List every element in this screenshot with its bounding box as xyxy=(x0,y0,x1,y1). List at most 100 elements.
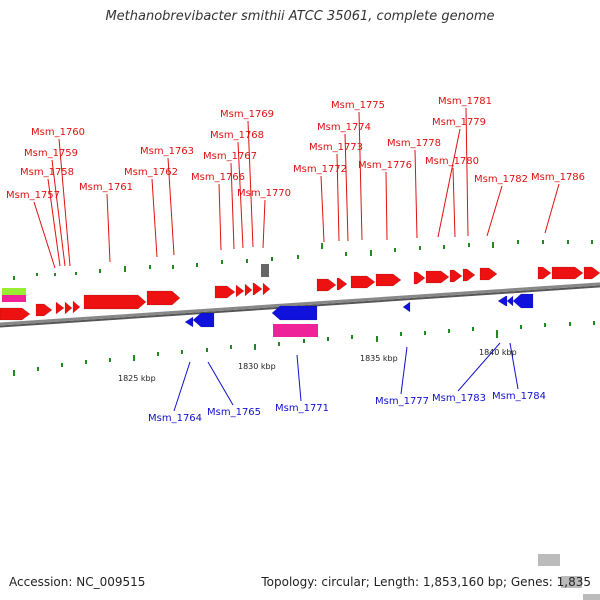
forward-gene-13 xyxy=(336,277,348,291)
scale-label-0: 1825 kbp xyxy=(118,374,156,383)
label-bottom-0: Msm_1764 xyxy=(148,413,202,424)
forward-gene-17 xyxy=(425,270,450,284)
leader-top-13 xyxy=(336,153,340,242)
label-top-6: Msm_1763 xyxy=(140,146,194,157)
forward-gene-9 xyxy=(244,283,253,297)
scale-label-3: 1840 kbp xyxy=(479,348,517,357)
label-top-11: Msm_1770 xyxy=(237,188,291,199)
leader-top-5 xyxy=(151,178,158,258)
forward-gene-23 xyxy=(583,266,600,280)
forward-gene-6 xyxy=(146,290,181,306)
leader-bottom-0 xyxy=(173,361,191,412)
label-leader-lines xyxy=(33,107,560,412)
gray-gene-2 xyxy=(583,594,600,600)
reverse-gene-2 xyxy=(271,305,318,321)
leader-top-14 xyxy=(344,133,349,242)
leader-top-2 xyxy=(51,159,66,267)
label-top-0: Msm_1757 xyxy=(6,190,60,201)
leader-top-0 xyxy=(33,201,56,269)
label-bottom-4: Msm_1783 xyxy=(432,393,486,404)
forward-gene-2 xyxy=(55,301,65,315)
label-top-9: Msm_1768 xyxy=(210,130,264,141)
forward-gene-16 xyxy=(413,271,426,285)
label-top-1: Msm_1758 xyxy=(20,167,74,178)
leader-top-17 xyxy=(414,149,418,239)
scale-ticks: 1825 kbp 1830 kbp 1835 kbp 1840 kbp xyxy=(13,240,595,383)
label-top-3: Msm_1760 xyxy=(31,127,85,138)
label-bottom-5: Msm_1784 xyxy=(492,391,546,402)
forward-gene-1 xyxy=(35,303,53,317)
leader-bottom-1 xyxy=(207,361,234,406)
leader-bottom-4 xyxy=(457,342,501,392)
label-top-5: Msm_1762 xyxy=(124,167,178,178)
label-bottom-3: Msm_1777 xyxy=(375,396,429,407)
leader-top-18 xyxy=(437,128,461,238)
gene-track xyxy=(0,264,600,600)
reverse-gene-1 xyxy=(192,312,215,328)
label-top-19: Msm_1780 xyxy=(425,156,479,167)
leader-top-1 xyxy=(47,178,61,267)
leader-top-8 xyxy=(230,162,235,250)
label-top-13: Msm_1773 xyxy=(309,142,363,153)
scale-label-1: 1830 kbp xyxy=(238,362,276,371)
forward-gene-19 xyxy=(462,268,476,282)
forward-gene-5 xyxy=(83,294,147,310)
forward-gene-3 xyxy=(64,301,73,315)
forward-gene-4 xyxy=(72,300,81,314)
label-bottom-2: Msm_1771 xyxy=(275,403,329,414)
label-top-7: Msm_1766 xyxy=(191,172,245,183)
leader-top-22 xyxy=(544,183,560,234)
gray-gene-1 xyxy=(561,576,582,588)
leader-top-11 xyxy=(262,199,266,249)
forward-gene-10 xyxy=(252,282,263,296)
gray-gene-0 xyxy=(538,554,560,566)
label-top-15: Msm_1775 xyxy=(331,100,385,111)
rna-pink-feature-2 xyxy=(273,324,318,337)
leader-top-15 xyxy=(358,111,363,241)
forward-gene-22 xyxy=(551,266,584,280)
forward-gene-11 xyxy=(262,282,271,296)
label-top-16: Msm_1776 xyxy=(358,160,412,171)
label-top-22: Msm_1786 xyxy=(531,172,585,183)
leader-bottom-2 xyxy=(296,354,302,402)
genome-title: Methanobrevibacter smithii ATCC 35061, c… xyxy=(105,9,495,24)
label-top-14: Msm_1774 xyxy=(317,122,371,133)
forward-gene-15 xyxy=(375,273,402,287)
reverse-gene-4 xyxy=(497,295,508,307)
leader-top-3 xyxy=(58,138,71,267)
leader-top-20 xyxy=(465,107,469,237)
rna-pink-feature xyxy=(2,295,26,302)
scale-label-2: 1835 kbp xyxy=(360,354,398,363)
genome-summary-text: Topology: circular; Length: 1,853,160 bp… xyxy=(261,575,591,589)
leader-top-10 xyxy=(247,120,254,248)
forward-gene-7 xyxy=(214,285,236,299)
label-top-2: Msm_1759 xyxy=(24,148,78,159)
forward-gene-20 xyxy=(479,267,498,281)
leader-top-7 xyxy=(218,183,222,251)
reverse-gene-3 xyxy=(402,301,411,313)
leader-bottom-5 xyxy=(509,342,519,390)
label-top-4: Msm_1761 xyxy=(79,182,133,193)
backbone-line xyxy=(0,282,600,326)
label-top-18: Msm_1779 xyxy=(432,117,486,128)
reverse-gene-6 xyxy=(512,293,534,309)
leader-top-12 xyxy=(320,175,325,243)
rna-green-feature xyxy=(2,288,26,295)
forward-gene-8 xyxy=(235,284,245,298)
leader-top-21 xyxy=(486,185,503,237)
leader-top-4 xyxy=(106,193,111,263)
leader-top-19 xyxy=(452,167,456,238)
leader-top-9 xyxy=(237,141,244,249)
label-top-12: Msm_1772 xyxy=(293,164,347,175)
forward-gene-21 xyxy=(537,266,552,280)
leader-bottom-3 xyxy=(400,346,408,395)
forward-gene-18 xyxy=(449,269,463,283)
label-top-17: Msm_1778 xyxy=(387,138,441,149)
accession-text: Accession: NC_009515 xyxy=(9,575,146,589)
dark-gray-gene xyxy=(261,264,269,277)
label-top-21: Msm_1782 xyxy=(474,174,528,185)
reverse-gene-0 xyxy=(184,316,194,328)
forward-gene-12 xyxy=(316,278,337,292)
leader-top-6 xyxy=(167,157,175,256)
